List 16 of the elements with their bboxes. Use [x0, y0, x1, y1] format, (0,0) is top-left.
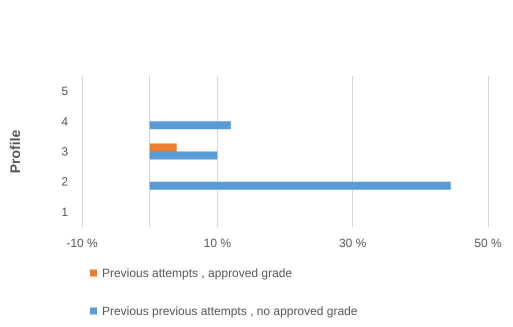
y-tick-label: 2	[61, 174, 68, 189]
x-tick-label: 10 %	[204, 236, 232, 250]
x-tick-label: 50 %	[474, 236, 502, 250]
bar	[150, 144, 177, 152]
y-tick-label: 3	[61, 144, 68, 158]
bar	[150, 121, 231, 130]
y-axis-title: Profile	[7, 130, 23, 174]
bar	[150, 182, 451, 190]
y-tick-label: 1	[61, 204, 68, 219]
legend-label: Previous previous attempts , no approved grade	[102, 304, 358, 318]
y-tick-label: 4	[61, 114, 68, 128]
bar	[150, 152, 218, 160]
x-tick-label: 30 %	[338, 236, 367, 250]
y-tick-label: 5	[61, 84, 68, 98]
legend-label: Previous attempts , approved grade	[102, 266, 292, 280]
x-tick-label: -10 %	[66, 236, 98, 250]
